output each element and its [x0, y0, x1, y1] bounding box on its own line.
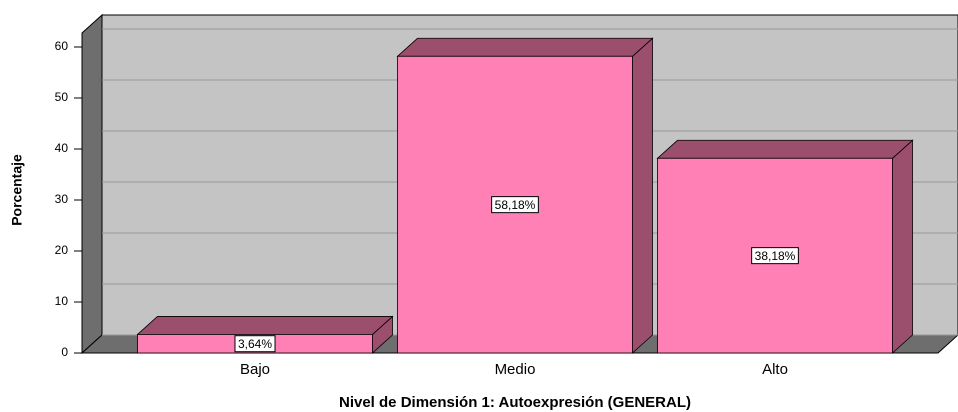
bar-top: [396, 37, 654, 57]
value-label-box: [751, 247, 799, 265]
bar-side: [632, 37, 653, 354]
bar-side: [892, 139, 913, 354]
y-tick-label: 60: [55, 39, 69, 53]
x-tick-label: Bajo: [240, 361, 270, 378]
bar-top: [136, 316, 394, 335]
y-tick-label: 50: [55, 90, 69, 104]
value-label-box: [491, 196, 539, 214]
y-tick-label: 30: [55, 192, 69, 206]
value-label: 3,64%: [238, 337, 272, 351]
side-wall: [81, 13, 103, 355]
bar-top: [656, 139, 914, 159]
x-tick-label: Alto: [762, 361, 788, 378]
y-axis-label: Porcentaje: [9, 154, 25, 226]
value-label-box: [234, 335, 276, 353]
bars: 3,64% 58,18% 38,18%: [136, 37, 914, 354]
y-tick-label: 0: [61, 345, 68, 359]
y-tick-label: 40: [55, 141, 69, 155]
x-tick-label: Medio: [495, 361, 536, 378]
value-label: 58,18%: [495, 198, 536, 212]
x-axis-label: Nivel de Dimensión 1: Autoexpresión (GEN…: [339, 394, 691, 411]
y-tick-label: 20: [55, 243, 69, 257]
value-label: 38,18%: [755, 249, 796, 263]
y-tick-label: 10: [55, 294, 69, 308]
